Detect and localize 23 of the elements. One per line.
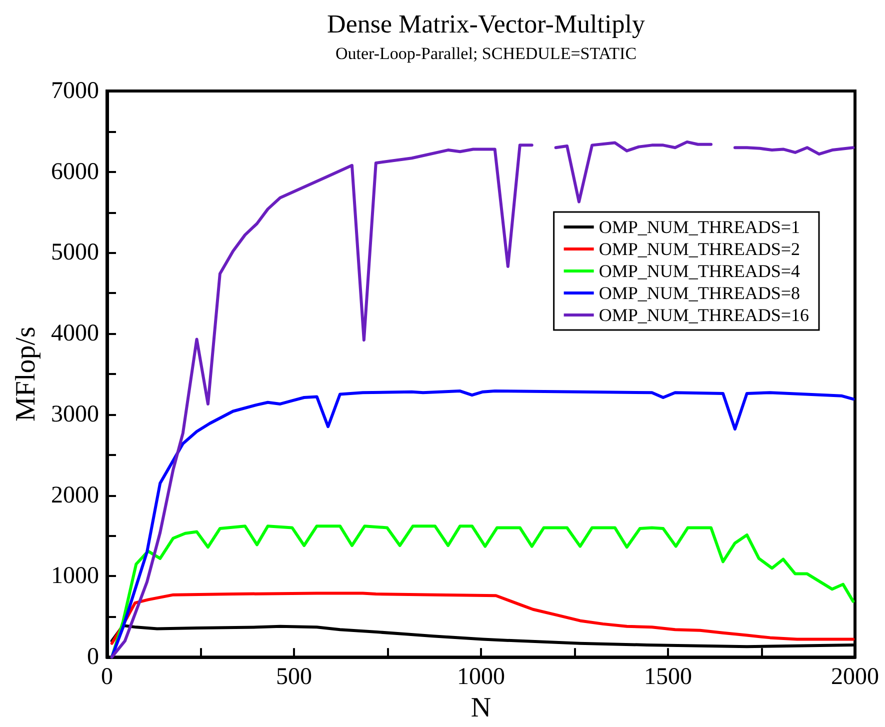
- x-tick-label: 2000: [831, 664, 879, 690]
- line-series: [110, 524, 855, 659]
- y-tick-label: 3000: [51, 401, 99, 428]
- y-tick-label: 4000: [51, 320, 99, 347]
- y-axis-title: MFlop/s: [10, 326, 42, 422]
- legend-label: OMP_NUM_THREADS=8: [598, 283, 800, 303]
- chart-subtitle: Outer-Loop-Parallel; SCHEDULE=STATIC: [335, 44, 637, 63]
- legend-label: OMP_NUM_THREADS=2: [598, 239, 800, 259]
- y-tick-label: 2000: [51, 482, 99, 508]
- legend-label: OMP_NUM_THREADS=16: [598, 305, 810, 325]
- chart-title: Dense Matrix-Vector-Multiply: [327, 10, 645, 38]
- x-tick-label: 1500: [644, 664, 692, 690]
- x-tick-label: 500: [276, 664, 312, 690]
- y-tick-label: 5000: [51, 240, 99, 266]
- legend-label: OMP_NUM_THREADS=1: [598, 217, 800, 237]
- x-axis-title: N: [470, 692, 492, 724]
- line-series: [110, 592, 855, 645]
- y-tick-label: 1000: [51, 563, 99, 590]
- y-tick-label: 0: [87, 644, 99, 670]
- y-tick-label: 6000: [51, 158, 99, 185]
- legend-label: OMP_NUM_THREADS=4: [598, 261, 800, 281]
- y-tick-label: 7000: [51, 78, 99, 104]
- x-tick-label: 1000: [457, 664, 505, 690]
